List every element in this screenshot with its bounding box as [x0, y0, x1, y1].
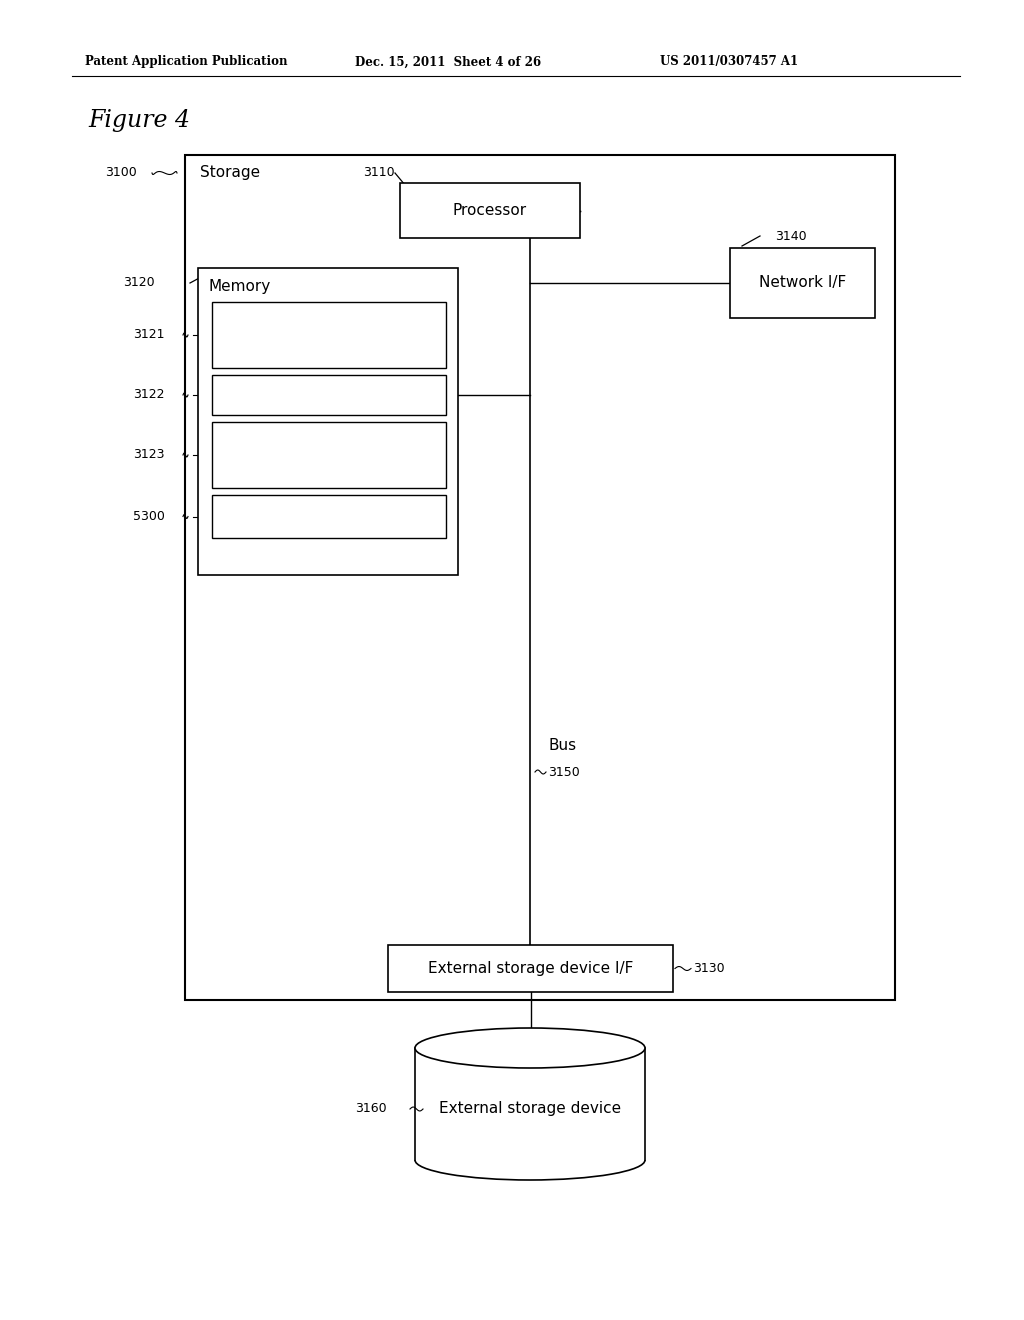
Bar	[185, 154, 895, 1001]
Text: Patent Application Publication: Patent Application Publication	[85, 55, 288, 69]
Text: 3122: 3122	[133, 388, 165, 401]
Bar	[730, 248, 874, 318]
Text: Bus: Bus	[548, 738, 577, 752]
Text: Processor: Processor	[453, 203, 527, 218]
Text: 3130: 3130	[693, 962, 725, 975]
Bar	[212, 375, 446, 414]
Text: Block storage management control
program: Block storage management control program	[211, 440, 446, 470]
Text: 3140: 3140	[775, 230, 807, 243]
Bar	[212, 495, 446, 539]
Ellipse shape	[415, 1028, 645, 1068]
Text: Storage: Storage	[200, 165, 260, 181]
Bar	[212, 302, 446, 368]
Text: External storage device I/F control
program: External storage device I/F control prog…	[214, 319, 443, 350]
Text: External storage device: External storage device	[439, 1101, 622, 1117]
Text: External storage device I/F: External storage device I/F	[428, 961, 633, 975]
Text: 3120: 3120	[123, 276, 155, 289]
Text: Network I/F control program: Network I/F control program	[236, 388, 423, 401]
Text: Data block management table: Data block management table	[227, 510, 430, 523]
Text: 5300: 5300	[133, 510, 165, 523]
Text: 3110: 3110	[364, 166, 395, 180]
Text: 3123: 3123	[133, 449, 165, 462]
Bar	[198, 268, 458, 576]
Text: Network I/F: Network I/F	[759, 276, 846, 290]
Bar	[400, 183, 580, 238]
Text: US 2011/0307457 A1: US 2011/0307457 A1	[660, 55, 798, 69]
Text: Dec. 15, 2011  Sheet 4 of 26: Dec. 15, 2011 Sheet 4 of 26	[355, 55, 541, 69]
Text: Figure 4: Figure 4	[88, 108, 190, 132]
Text: Memory: Memory	[208, 279, 270, 293]
Text: 3160: 3160	[355, 1102, 387, 1115]
Text: 3150: 3150	[548, 766, 580, 779]
Text: 3100: 3100	[105, 166, 137, 180]
Bar	[388, 945, 673, 993]
Text: 3121: 3121	[133, 329, 165, 342]
Bar	[212, 422, 446, 488]
